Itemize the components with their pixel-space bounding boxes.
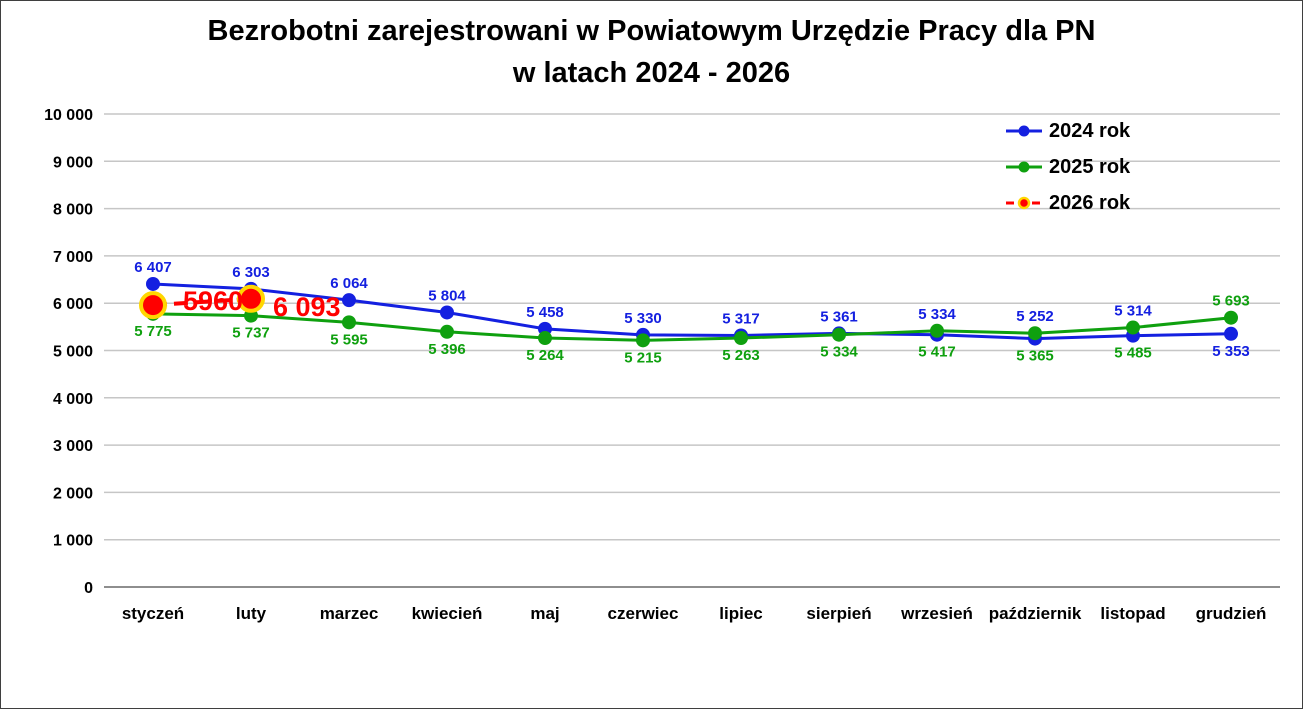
y-axis-tick-label: 8 000 [53, 202, 93, 219]
x-axis-tick-label: lipiec [719, 604, 762, 623]
y-axis-tick-label: 1 000 [53, 533, 93, 550]
x-axis-tick-label: listopad [1100, 604, 1165, 623]
x-axis-tick-label: grudzień [1196, 604, 1267, 623]
data-point-marker [832, 327, 846, 342]
data-point-label: 6 407 [134, 259, 172, 276]
data-point-label: 5 485 [1114, 345, 1152, 362]
legend-marker-dot [1018, 125, 1030, 137]
legend-label-2024: 2024 rok [1049, 119, 1131, 142]
data-point-label: 5 595 [330, 331, 368, 348]
data-point-marker-large [139, 291, 167, 320]
data-point-label: 5 264 [526, 347, 564, 364]
legend-line-marker-2025-icon [1006, 161, 1042, 173]
data-point-marker [1224, 326, 1238, 341]
data-point-marker [538, 331, 552, 346]
data-point-label: 6 303 [232, 264, 270, 281]
data-point-label: 5 804 [428, 287, 466, 304]
legend: 2024 rok 2025 rok 2026 rok [1005, 113, 1130, 221]
data-point-label-large: 6 093 [273, 292, 341, 322]
x-axis-tick-label: styczeń [122, 604, 184, 623]
y-axis-tick-label: 0 [84, 580, 93, 597]
data-point-labels: 6 407 6 303 6 064 5 804 5 458 5 330 5 317 5 361… [134, 259, 1250, 366]
y-axis-tick-label: 5 000 [53, 344, 93, 361]
data-point-marker [734, 331, 748, 346]
x-axis-tick-label: maj [530, 604, 559, 623]
chart-title-line1: Bezrobotni zarejestrowani w Powiatowym U… [207, 15, 1096, 47]
data-point-marker [440, 324, 454, 339]
data-point-label: 6 064 [330, 275, 368, 292]
data-point-marker [440, 305, 454, 320]
y-axis-tick-label: 2 000 [53, 485, 93, 502]
legend-item-2024: 2024 rok [1005, 113, 1130, 149]
data-point-label-large: 5960 [183, 286, 243, 316]
x-axis-tick-label: wrzesień [900, 604, 973, 623]
y-axis-tick-label: 6 000 [53, 296, 93, 313]
series-2025-rok [146, 306, 1238, 348]
legend-item-2026: 2026 rok [1005, 185, 1130, 221]
chart-title: Bezrobotni zarejestrowani w Powiatowym U… [1, 10, 1302, 94]
y-axis-tick-label: 3 000 [53, 438, 93, 455]
data-point-label: 5 252 [1016, 308, 1054, 325]
data-point-label: 5 314 [1114, 303, 1152, 320]
legend-label-2026: 2026 rok [1049, 191, 1131, 214]
series-2026-rok [139, 284, 265, 320]
data-point-label: 5 263 [722, 347, 760, 364]
y-axis-tick-label: 9 000 [53, 154, 93, 171]
data-point-marker [930, 323, 944, 338]
x-axis-tick-label: kwiecień [412, 604, 483, 623]
data-point-label: 5 353 [1212, 343, 1250, 360]
chart-title-line2: w latach 2024 - 2026 [512, 57, 791, 89]
data-point-marker [1224, 310, 1238, 325]
series-line [152, 296, 252, 308]
data-point-label: 5 365 [1016, 348, 1054, 365]
legend-line-marker-2026-icon [1006, 196, 1042, 210]
legend-item-2025: 2025 rok [1005, 149, 1130, 185]
data-point-marker [146, 276, 160, 291]
data-point-label: 5 417 [918, 344, 956, 361]
y-axis-tick-label: 10 000 [44, 107, 93, 124]
data-point-marker [342, 315, 356, 330]
x-axis-tick-label: luty [236, 604, 267, 623]
data-point-label: 5 775 [134, 323, 172, 340]
x-axis-tick-label: czerwiec [608, 604, 679, 623]
legend-marker-dot [1017, 196, 1031, 210]
data-point-label: 5 396 [428, 341, 466, 358]
x-axis-tick-label: marzec [320, 604, 379, 623]
data-point-marker [1028, 326, 1042, 341]
data-point-label: 5 334 [918, 306, 956, 323]
data-point-marker [342, 293, 356, 308]
legend-marker-dot [1018, 161, 1030, 173]
data-point-label: 5 334 [820, 344, 858, 361]
x-axis-tick-label: sierpień [806, 604, 871, 623]
data-point-label: 5 317 [722, 311, 760, 328]
data-point-label: 5 737 [232, 325, 270, 342]
data-point-marker [636, 333, 650, 348]
legend-label-2025: 2025 rok [1049, 155, 1131, 178]
legend-line-marker-2024-icon [1006, 125, 1042, 137]
series-line [152, 282, 1232, 341]
x-axis-tick-label: październik [989, 604, 1082, 623]
data-point-marker [1126, 320, 1140, 335]
y-axis-tick-label: 7 000 [53, 249, 93, 266]
data-point-marker-large [237, 284, 265, 313]
data-point-label: 5 693 [1212, 293, 1250, 310]
data-point-label: 5 330 [624, 310, 662, 327]
x-axis-tick-labels: styczeń luty marzec kwiecień maj czerwiec lipi… [122, 604, 1267, 623]
data-point-label: 5 458 [526, 304, 564, 321]
y-gridlines [104, 113, 1280, 588]
series-line [152, 312, 1232, 342]
y-axis-tick-label: 4 000 [53, 391, 93, 408]
data-point-label: 5 361 [820, 308, 858, 325]
data-point-label: 5 215 [624, 349, 662, 366]
